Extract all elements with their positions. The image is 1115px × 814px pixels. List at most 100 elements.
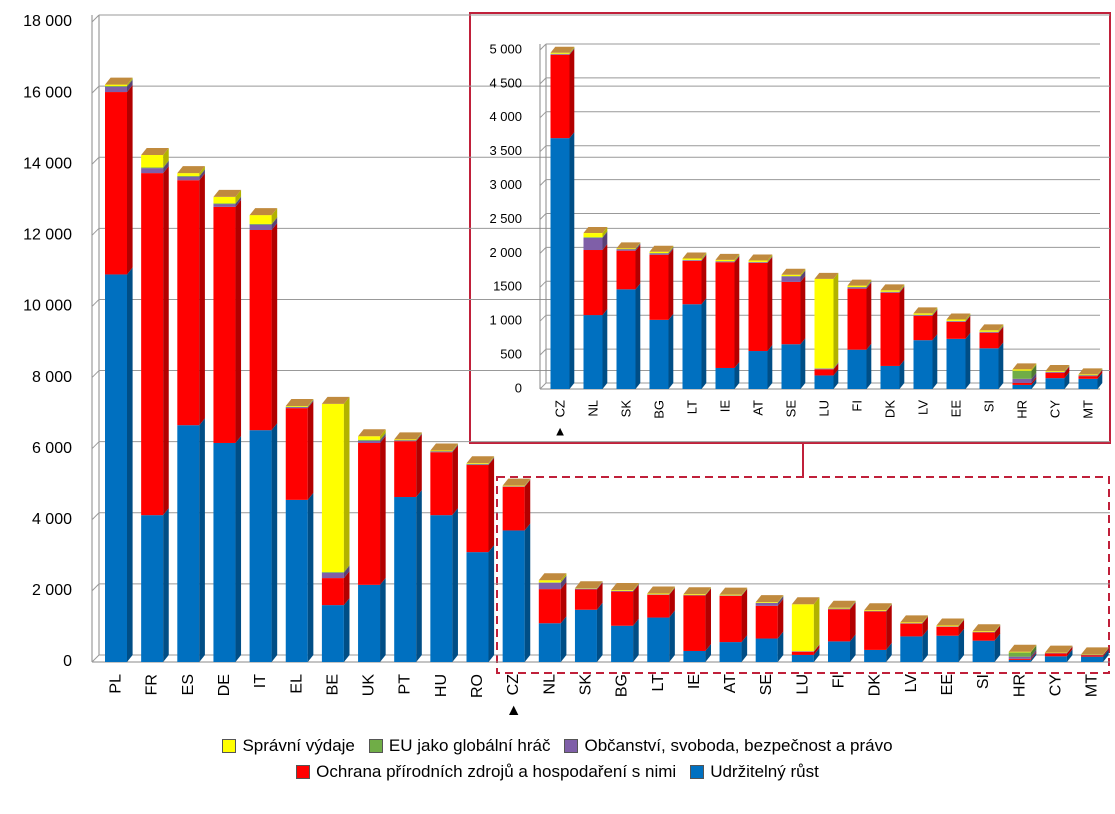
bar-segment <box>1008 656 1031 659</box>
grid-wall <box>91 370 100 378</box>
bar-side <box>569 132 575 389</box>
bar-side <box>813 647 820 662</box>
x-tick-label: ES <box>180 674 197 695</box>
bar-top <box>213 189 242 197</box>
bar-side <box>524 523 531 662</box>
bar-side <box>994 633 1001 662</box>
x-tick-label: BG <box>614 674 631 697</box>
bar-side <box>343 396 350 573</box>
bar-side <box>833 369 839 389</box>
bar-segment <box>583 250 603 316</box>
bar-side <box>380 432 386 441</box>
x-tick-label: LV <box>903 674 920 693</box>
bar-segment <box>177 173 200 176</box>
bar-side <box>602 231 608 238</box>
bar-side <box>922 629 928 662</box>
bar-segment <box>285 499 308 662</box>
bar-side <box>701 254 707 305</box>
bar-side <box>741 587 748 596</box>
bar-segment <box>574 588 597 590</box>
bar-side <box>271 223 278 431</box>
bar-side <box>800 338 806 389</box>
bar-side <box>524 479 531 487</box>
y-tick-label: 4 000 <box>32 511 72 528</box>
bar-side <box>1031 372 1037 383</box>
bar-segment <box>1008 659 1031 662</box>
bar-segment <box>1081 655 1104 657</box>
x-tick-label: MT <box>1081 400 1096 419</box>
bar-top <box>394 432 422 440</box>
bar-side <box>833 362 839 370</box>
bar-segment <box>913 315 933 341</box>
bar-segment <box>719 594 742 596</box>
bar-segment <box>502 485 525 487</box>
bar-segment <box>430 450 453 452</box>
bar-side <box>899 286 905 293</box>
bar-top <box>1045 365 1070 372</box>
bar-side <box>163 166 169 516</box>
bar-side <box>602 309 608 389</box>
bar-side <box>958 618 965 627</box>
bar-top <box>574 581 603 589</box>
bar-side <box>998 326 1004 333</box>
bar-top <box>358 429 386 437</box>
x-tick-label: DK <box>867 674 884 697</box>
x-tick-label: CY <box>1047 674 1064 697</box>
bar-side <box>701 252 707 260</box>
bar-side <box>734 256 740 368</box>
bar-segment <box>538 580 561 583</box>
bar-segment <box>647 593 670 595</box>
bar-side <box>741 588 748 596</box>
bar-segment <box>946 321 966 322</box>
bar-segment <box>1078 374 1098 376</box>
bar-segment <box>880 365 900 389</box>
bar-segment <box>946 321 966 339</box>
bar-side <box>569 46 575 54</box>
bar-segment <box>550 52 570 54</box>
y-tick-label: 4 000 <box>489 109 522 124</box>
bar-side <box>307 400 314 409</box>
bar-segment <box>880 292 900 293</box>
bar-side <box>271 208 278 224</box>
bar-side <box>307 399 314 408</box>
bar-side <box>958 619 965 627</box>
x-tick-label: NL <box>586 400 601 417</box>
bar-side <box>127 79 133 87</box>
bar-side <box>307 401 314 500</box>
bar-segment <box>748 351 768 389</box>
bar-side <box>922 616 928 637</box>
bar-top <box>719 587 748 595</box>
bar-side <box>1097 369 1103 377</box>
bar-side <box>734 253 740 262</box>
y-tick-label: 12 000 <box>23 227 72 244</box>
bar-segment <box>828 608 850 610</box>
bar-segment <box>538 582 561 590</box>
bar-side <box>271 216 278 225</box>
bar-side <box>850 601 856 610</box>
bar-side <box>994 624 1001 633</box>
legend-item: Udržitelný růst <box>690 762 819 782</box>
x-tick-label: NL <box>541 674 558 695</box>
grid-wall <box>91 654 100 663</box>
y-tick-label: 2 500 <box>489 211 522 226</box>
bar-side <box>813 644 820 652</box>
bar-segment <box>1012 370 1032 379</box>
bar-side <box>800 270 806 277</box>
legend-item: Správní výdaje <box>222 736 355 756</box>
bar-side <box>127 77 133 86</box>
x-tick-label: SE <box>784 400 799 418</box>
bar-segment <box>321 578 344 606</box>
bar-segment <box>105 84 127 86</box>
bar-top <box>502 478 531 486</box>
bar-segment <box>358 436 381 440</box>
bar-segment <box>141 154 164 168</box>
bar-side <box>307 399 314 407</box>
bar-segment <box>682 260 702 261</box>
bar-segment <box>611 590 634 592</box>
bar-segment <box>828 607 850 609</box>
bar-side <box>705 588 711 651</box>
grid-wall <box>539 43 547 51</box>
x-tick-label: RO <box>469 674 486 698</box>
bar-segment <box>213 206 236 443</box>
